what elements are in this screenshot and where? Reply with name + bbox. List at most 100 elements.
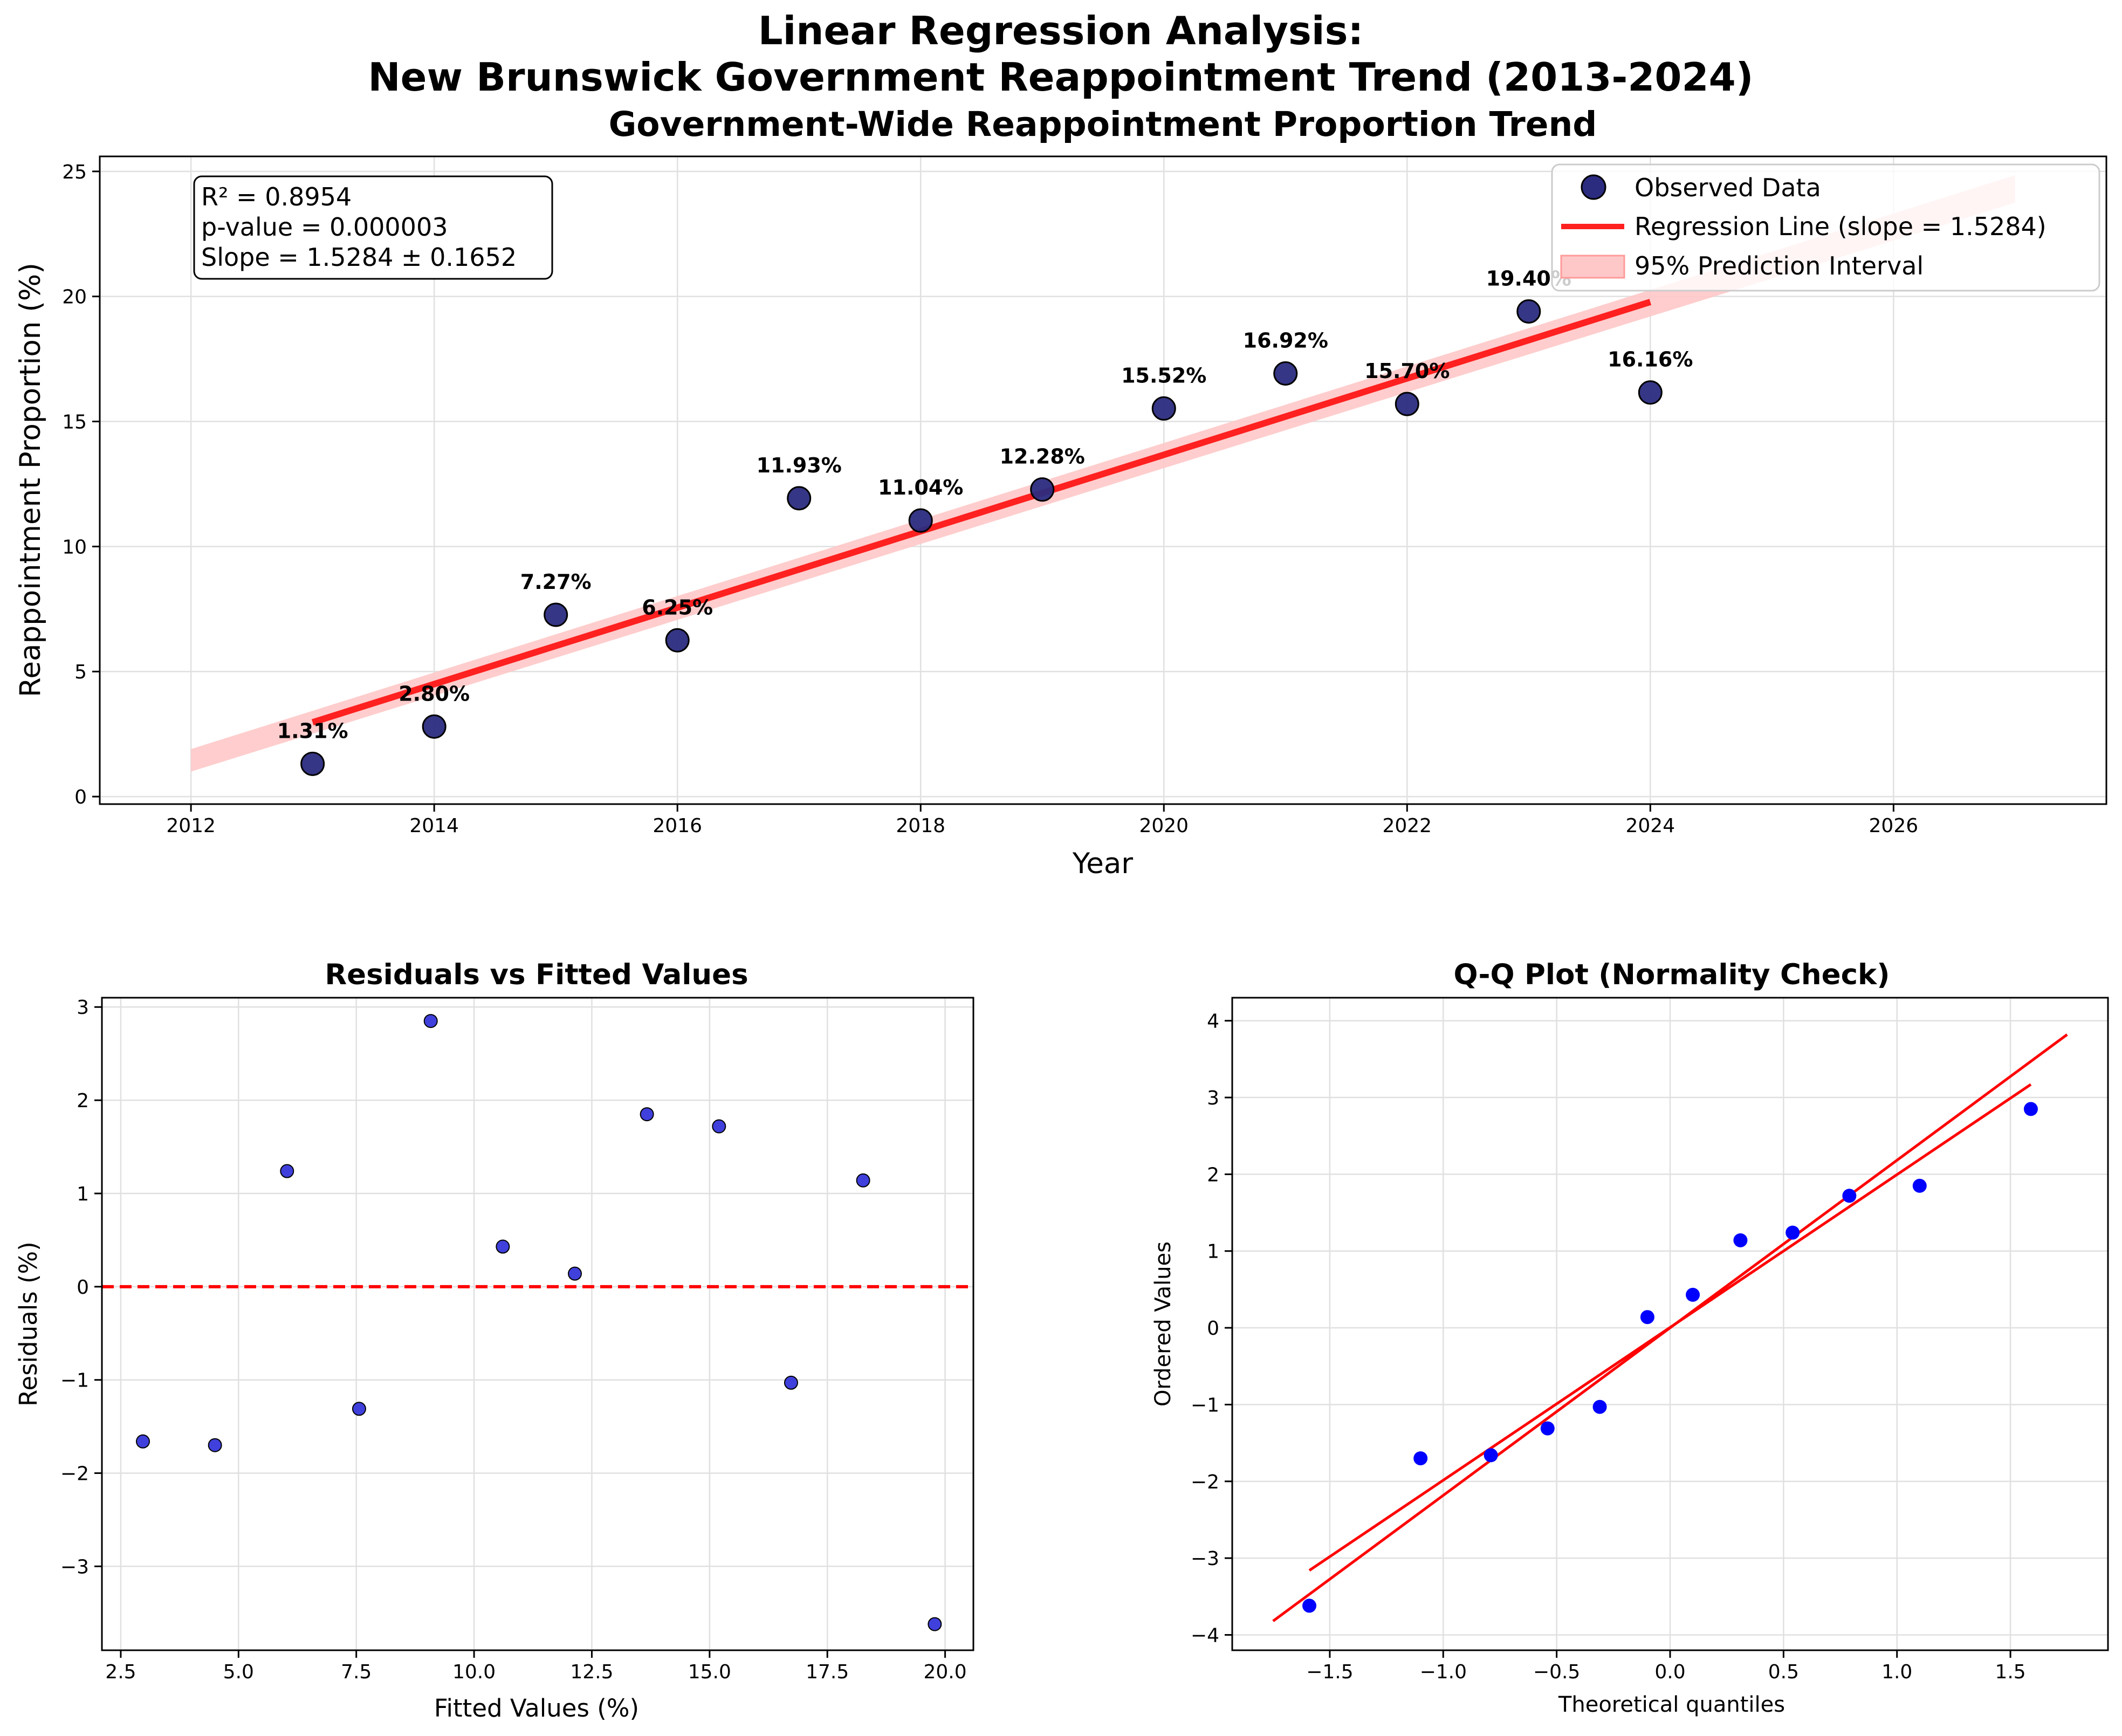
data-label: 15.52% <box>1121 363 1206 387</box>
observed-point <box>1151 396 1176 421</box>
qq-panel: Q-Q Plot (Normality Check) −1.5 −1.0 −0.5 0… <box>1151 958 2109 1717</box>
qq-reference-lines <box>1272 1033 2068 1622</box>
observed-point <box>422 714 447 739</box>
trend-y-tick-label: 5 <box>74 661 87 683</box>
trend-x-tick-label: 2014 <box>409 815 459 837</box>
residuals-grid <box>102 998 973 1650</box>
residuals-plot-frame <box>101 997 974 1651</box>
qq-y-tick-label: −1 <box>1191 1394 1219 1416</box>
qq-point <box>1640 1310 1654 1325</box>
res-x-tick-label: 17.5 <box>806 1661 849 1683</box>
qq-y-tick-label: −4 <box>1191 1624 1219 1646</box>
res-y-tick-label: −2 <box>60 1463 89 1485</box>
legend-band-swatch <box>1560 255 1625 279</box>
trend-x-axis-label: Year <box>1072 847 1133 880</box>
trend-data-labels: 1.31% 2.80% 7.27% 6.25% 11.93% 11.04% 12.28% 15… <box>277 266 1693 743</box>
trend-y-axis-label: Reappointment Proportion (%) <box>14 263 47 697</box>
residual-point <box>280 1164 294 1178</box>
trend-y-tick-label: 10 <box>62 536 87 558</box>
residual-point <box>856 1173 870 1188</box>
qq-point <box>1540 1421 1555 1436</box>
trend-legend: Observed Data Regression Line (slope = 1… <box>1551 163 2100 292</box>
trend-x-tick-label: 2012 <box>166 815 216 837</box>
res-x-tick-label: 5.0 <box>223 1661 254 1683</box>
qq-point <box>1413 1451 1428 1466</box>
legend-observed-label: Observed Data <box>1635 173 1821 202</box>
res-y-tick-label: 2 <box>77 1090 89 1112</box>
data-label: 1.31% <box>277 719 348 743</box>
observed-point <box>1516 299 1541 324</box>
observed-point <box>1395 392 1419 416</box>
qq-point <box>2023 1102 2038 1116</box>
observed-point <box>544 602 568 627</box>
residual-point <box>208 1438 222 1452</box>
res-x-tick-label: 2.5 <box>105 1661 136 1683</box>
res-y-tick-label: 1 <box>77 1183 89 1205</box>
trend-regression-line <box>311 299 1652 726</box>
trend-x-tick-label: 2026 <box>1869 815 1919 837</box>
qq-x-ticks: −1.5 −1.0 −0.5 0.0 0.5 1.0 1.5 <box>1306 1650 2026 1683</box>
qq-y-axis-label: Ordered Values <box>1151 1241 1176 1406</box>
trend-x-tick-label: 2022 <box>1382 815 1432 837</box>
qq-point <box>1842 1189 1857 1203</box>
observed-point <box>787 486 812 511</box>
data-label: 11.93% <box>757 454 842 477</box>
trend-plot-frame <box>99 155 2107 805</box>
qq-point <box>1733 1233 1748 1247</box>
residual-point <box>640 1107 654 1122</box>
qq-x-tick-label: −1.0 <box>1420 1661 1467 1683</box>
residuals-y-ticks: −3 −2 −1 0 1 2 3 <box>60 997 102 1578</box>
qq-points <box>1302 1102 2038 1613</box>
qq-point <box>1912 1178 1927 1193</box>
stats-r2: R² = 0.8954 <box>201 182 352 211</box>
observed-point <box>908 508 933 533</box>
qq-x-tick-label: −1.5 <box>1306 1661 1353 1683</box>
qq-x-tick-label: −0.5 <box>1533 1661 1580 1683</box>
residual-point <box>135 1434 150 1449</box>
res-x-tick-label: 10.0 <box>452 1661 496 1683</box>
qq-point <box>1302 1598 1317 1613</box>
qq-y-ticks: −4 −3 −2 −1 0 1 2 3 4 <box>1191 1011 1232 1646</box>
trend-x-tick-label: 2024 <box>1626 815 1675 837</box>
res-y-tick-label: 0 <box>77 1277 89 1299</box>
observed-point <box>1638 380 1663 405</box>
residual-point <box>568 1266 582 1281</box>
qq-reference-line <box>1308 1083 2032 1572</box>
regression-line <box>311 299 1652 726</box>
res-x-tick-label: 12.5 <box>570 1661 613 1683</box>
data-label: 7.27% <box>520 570 592 594</box>
qq-y-tick-label: 0 <box>1207 1318 1219 1340</box>
res-y-tick-label: −3 <box>60 1556 89 1578</box>
trend-x-tick-label: 2018 <box>896 815 945 837</box>
qq-y-tick-label: 1 <box>1207 1241 1219 1263</box>
observed-point <box>665 628 690 653</box>
trend-stats-box: R² = 0.8954 p-value = 0.000003 Slope = 1… <box>193 175 553 280</box>
residual-point <box>352 1402 366 1416</box>
stats-slope: Slope = 1.5284 ± 0.1652 <box>201 243 517 272</box>
qq-point <box>1592 1399 1607 1414</box>
residual-point <box>496 1239 510 1254</box>
data-label: 12.28% <box>1000 445 1085 469</box>
residuals-x-axis-label: Fitted Values (%) <box>434 1694 639 1723</box>
qq-x-tick-label: 1.0 <box>1881 1661 1912 1683</box>
legend-observed-marker <box>1581 174 1606 200</box>
qq-y-tick-label: −2 <box>1191 1471 1219 1493</box>
trend-y-tick-label: 0 <box>74 786 87 808</box>
qq-x-tick-label: 1.5 <box>1995 1661 2025 1683</box>
residuals-panel: Residuals vs Fitted Values 2.5 5.0 7.5 10.0… <box>14 958 974 1723</box>
qq-x-tick-label: 0.5 <box>1768 1661 1799 1683</box>
data-label: 15.70% <box>1364 359 1450 383</box>
qq-title: Q-Q Plot (Normality Check) <box>1453 958 1890 991</box>
trend-panel: Government-Wide Reappointment Proportion… <box>14 105 2107 880</box>
observed-point <box>300 751 325 776</box>
trend-y-tick-label: 25 <box>62 161 87 183</box>
data-label: 16.92% <box>1243 328 1328 352</box>
legend-regression-label: Regression Line (slope = 1.5284) <box>1635 212 2047 241</box>
qq-y-tick-label: 3 <box>1207 1087 1219 1109</box>
trend-title: Government-Wide Reappointment Proportion… <box>609 105 1597 144</box>
trend-grid <box>100 156 2106 804</box>
legend-band-label: 95% Prediction Interval <box>1635 251 1924 280</box>
qq-point <box>1686 1287 1700 1302</box>
qq-point <box>1484 1448 1498 1463</box>
